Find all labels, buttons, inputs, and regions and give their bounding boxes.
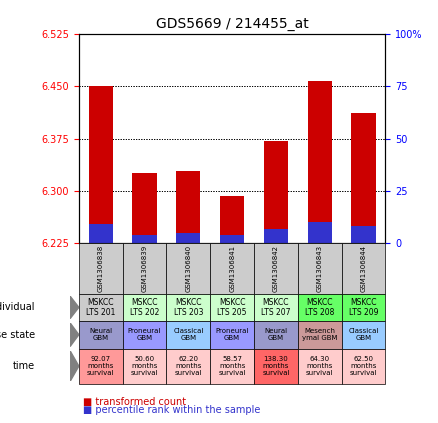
Bar bbox=[132, 173, 156, 243]
Polygon shape bbox=[70, 296, 79, 319]
Bar bbox=[220, 235, 244, 243]
Text: GSM1306841: GSM1306841 bbox=[229, 245, 235, 292]
Text: GSM1306843: GSM1306843 bbox=[317, 245, 323, 292]
Text: GSM1306842: GSM1306842 bbox=[273, 245, 279, 292]
Bar bbox=[264, 140, 288, 243]
Bar bbox=[264, 228, 288, 243]
Text: MSKCC
LTS 209: MSKCC LTS 209 bbox=[349, 298, 378, 317]
Bar bbox=[88, 86, 113, 243]
Text: 138.30
months
survival: 138.30 months survival bbox=[262, 356, 290, 376]
Text: time: time bbox=[13, 361, 35, 371]
Text: GSM1306840: GSM1306840 bbox=[185, 245, 191, 292]
Text: MSKCC
LTS 202: MSKCC LTS 202 bbox=[130, 298, 159, 317]
Title: GDS5669 / 214455_at: GDS5669 / 214455_at bbox=[156, 17, 308, 31]
Text: 64.30
months
survival: 64.30 months survival bbox=[306, 356, 333, 376]
Text: MSKCC
LTS 201: MSKCC LTS 201 bbox=[86, 298, 116, 317]
Text: Proneural
GBM: Proneural GBM bbox=[215, 328, 249, 341]
Bar bbox=[88, 224, 113, 243]
Text: MSKCC
LTS 203: MSKCC LTS 203 bbox=[173, 298, 203, 317]
Text: Classical
GBM: Classical GBM bbox=[173, 328, 204, 341]
Text: Neural
GBM: Neural GBM bbox=[265, 328, 287, 341]
Bar bbox=[132, 235, 156, 243]
Text: GSM1306838: GSM1306838 bbox=[98, 245, 104, 292]
Text: disease state: disease state bbox=[0, 330, 35, 340]
Text: Mesench
ymal GBM: Mesench ymal GBM bbox=[302, 328, 338, 341]
Text: 62.20
months
survival: 62.20 months survival bbox=[175, 356, 202, 376]
Polygon shape bbox=[70, 323, 79, 346]
Text: 58.57
months
survival: 58.57 months survival bbox=[219, 356, 246, 376]
Text: MSKCC
LTS 208: MSKCC LTS 208 bbox=[305, 298, 335, 317]
Bar bbox=[176, 171, 200, 243]
Text: GSM1306839: GSM1306839 bbox=[141, 245, 148, 292]
Text: Neural
GBM: Neural GBM bbox=[89, 328, 112, 341]
Text: 92.07
months
survival: 92.07 months survival bbox=[87, 356, 114, 376]
Text: GSM1306844: GSM1306844 bbox=[360, 245, 367, 292]
Text: individual: individual bbox=[0, 302, 35, 312]
Text: Proneural
GBM: Proneural GBM bbox=[128, 328, 161, 341]
Text: MSKCC
LTS 207: MSKCC LTS 207 bbox=[261, 298, 291, 317]
Bar bbox=[176, 233, 200, 243]
Text: Classical
GBM: Classical GBM bbox=[348, 328, 379, 341]
Bar bbox=[307, 222, 332, 243]
Text: 62.50
months
survival: 62.50 months survival bbox=[350, 356, 377, 376]
Text: ■ percentile rank within the sample: ■ percentile rank within the sample bbox=[83, 405, 261, 415]
Polygon shape bbox=[70, 351, 79, 382]
Bar bbox=[307, 81, 332, 243]
Bar bbox=[351, 226, 375, 243]
Text: ■ transformed count: ■ transformed count bbox=[83, 397, 186, 407]
Text: MSKCC
LTS 205: MSKCC LTS 205 bbox=[217, 298, 247, 317]
Bar bbox=[351, 113, 375, 243]
Bar bbox=[220, 196, 244, 243]
Text: 50.60
months
survival: 50.60 months survival bbox=[131, 356, 158, 376]
